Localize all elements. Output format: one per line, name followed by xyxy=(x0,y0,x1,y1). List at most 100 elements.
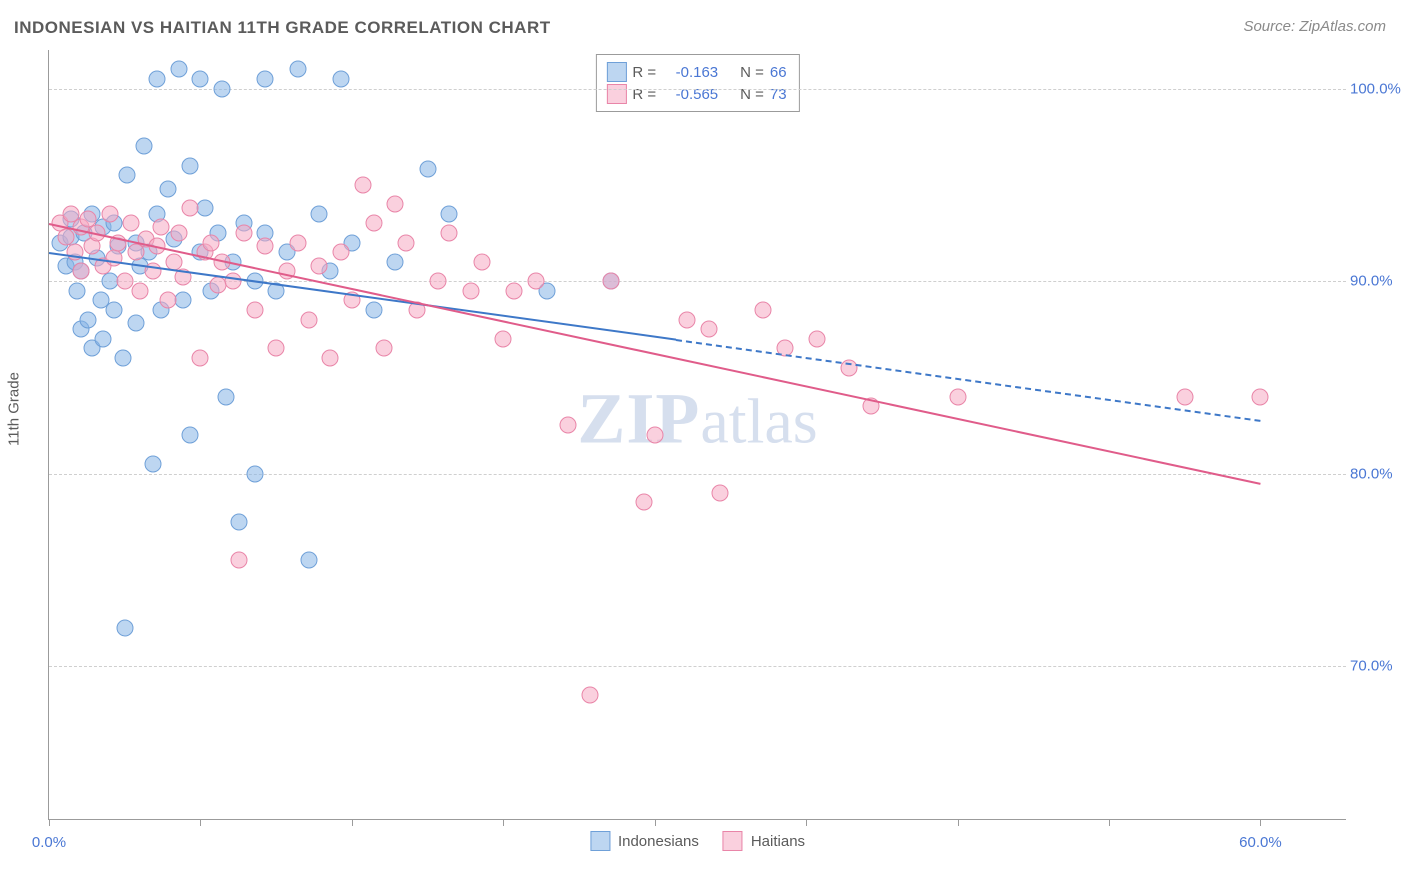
legend-label: Indonesians xyxy=(618,833,699,850)
data-point-haitians xyxy=(311,257,328,274)
source-label: Source: ZipAtlas.com xyxy=(1243,18,1386,35)
data-point-haitians xyxy=(679,311,696,328)
data-point-haitians xyxy=(527,273,544,290)
data-point-haitians xyxy=(462,282,479,299)
x-tick-label: 60.0% xyxy=(1239,834,1282,851)
data-point-indonesians xyxy=(116,619,133,636)
data-point-indonesians xyxy=(311,205,328,222)
n-value: 66 xyxy=(770,64,787,81)
data-point-haitians xyxy=(268,340,285,357)
data-point-haitians xyxy=(646,427,663,444)
data-point-haitians xyxy=(300,311,317,328)
data-point-indonesians xyxy=(136,138,153,155)
chart-title: INDONESIAN VS HAITIAN 11TH GRADE CORRELA… xyxy=(14,18,551,38)
data-point-indonesians xyxy=(214,80,231,97)
data-point-haitians xyxy=(181,199,198,216)
data-point-indonesians xyxy=(231,513,248,530)
data-point-indonesians xyxy=(181,427,198,444)
data-point-haitians xyxy=(192,350,209,367)
data-point-indonesians xyxy=(114,350,131,367)
data-point-haitians xyxy=(495,330,512,347)
data-point-indonesians xyxy=(95,330,112,347)
data-point-haitians xyxy=(1176,388,1193,405)
y-tick-label: 70.0% xyxy=(1350,658,1400,675)
data-point-indonesians xyxy=(118,167,135,184)
data-point-indonesians xyxy=(105,301,122,318)
data-point-indonesians xyxy=(149,70,166,87)
data-point-indonesians xyxy=(127,315,144,332)
data-point-indonesians xyxy=(159,180,176,197)
scatter-plot: ZIPatlas R = -0.163 N = 66 R = -0.565 N … xyxy=(48,50,1346,820)
data-point-haitians xyxy=(354,176,371,193)
x-tick xyxy=(503,819,504,826)
data-point-haitians xyxy=(441,224,458,241)
data-point-haitians xyxy=(116,273,133,290)
swatch-icon xyxy=(606,84,626,104)
data-point-indonesians xyxy=(144,455,161,472)
data-point-haitians xyxy=(603,273,620,290)
gridline xyxy=(49,89,1346,90)
data-point-haitians xyxy=(808,330,825,347)
data-point-haitians xyxy=(159,292,176,309)
gridline xyxy=(49,666,1346,667)
data-point-haitians xyxy=(153,219,170,236)
x-tick xyxy=(806,819,807,826)
data-point-haitians xyxy=(231,552,248,569)
legend-item-haitians: Haitians xyxy=(723,831,805,851)
data-point-haitians xyxy=(131,282,148,299)
swatch-icon xyxy=(590,831,610,851)
data-point-indonesians xyxy=(289,61,306,78)
y-tick-label: 100.0% xyxy=(1350,80,1400,97)
data-point-haitians xyxy=(711,484,728,501)
data-point-indonesians xyxy=(300,552,317,569)
correlation-legend: R = -0.163 N = 66 R = -0.565 N = 73 xyxy=(595,54,799,112)
watermark: ZIPatlas xyxy=(577,378,817,461)
trendline-haitians xyxy=(49,223,1261,485)
data-point-indonesians xyxy=(79,311,96,328)
legend-row-indonesians: R = -0.163 N = 66 xyxy=(606,61,786,83)
y-axis-label: 11th Grade xyxy=(6,372,23,446)
data-point-haitians xyxy=(581,686,598,703)
data-point-haitians xyxy=(246,301,263,318)
data-point-indonesians xyxy=(192,70,209,87)
y-tick-label: 90.0% xyxy=(1350,273,1400,290)
data-point-haitians xyxy=(560,417,577,434)
data-point-indonesians xyxy=(218,388,235,405)
data-point-haitians xyxy=(397,234,414,251)
data-point-haitians xyxy=(754,301,771,318)
data-point-haitians xyxy=(365,215,382,232)
x-tick-label: 0.0% xyxy=(32,834,66,851)
data-point-indonesians xyxy=(333,70,350,87)
data-point-haitians xyxy=(949,388,966,405)
data-point-haitians xyxy=(322,350,339,367)
data-point-indonesians xyxy=(69,282,86,299)
data-point-haitians xyxy=(1252,388,1269,405)
data-point-indonesians xyxy=(196,199,213,216)
data-point-haitians xyxy=(123,215,140,232)
data-point-indonesians xyxy=(246,465,263,482)
data-point-haitians xyxy=(506,282,523,299)
data-point-indonesians xyxy=(365,301,382,318)
data-point-haitians xyxy=(170,224,187,241)
data-point-haitians xyxy=(58,228,75,245)
data-point-indonesians xyxy=(175,292,192,309)
data-point-haitians xyxy=(224,273,241,290)
x-tick xyxy=(49,819,50,826)
data-point-haitians xyxy=(376,340,393,357)
data-point-haitians xyxy=(101,205,118,222)
x-tick xyxy=(1109,819,1110,826)
data-point-indonesians xyxy=(441,205,458,222)
legend-item-indonesians: Indonesians xyxy=(590,831,699,851)
data-point-haitians xyxy=(203,234,220,251)
swatch-icon xyxy=(723,831,743,851)
data-point-indonesians xyxy=(419,161,436,178)
x-tick xyxy=(958,819,959,826)
data-point-haitians xyxy=(387,196,404,213)
data-point-haitians xyxy=(257,238,274,255)
data-point-indonesians xyxy=(181,157,198,174)
data-point-haitians xyxy=(430,273,447,290)
swatch-icon xyxy=(606,62,626,82)
data-point-haitians xyxy=(289,234,306,251)
legend-label: Haitians xyxy=(751,833,805,850)
x-tick xyxy=(200,819,201,826)
